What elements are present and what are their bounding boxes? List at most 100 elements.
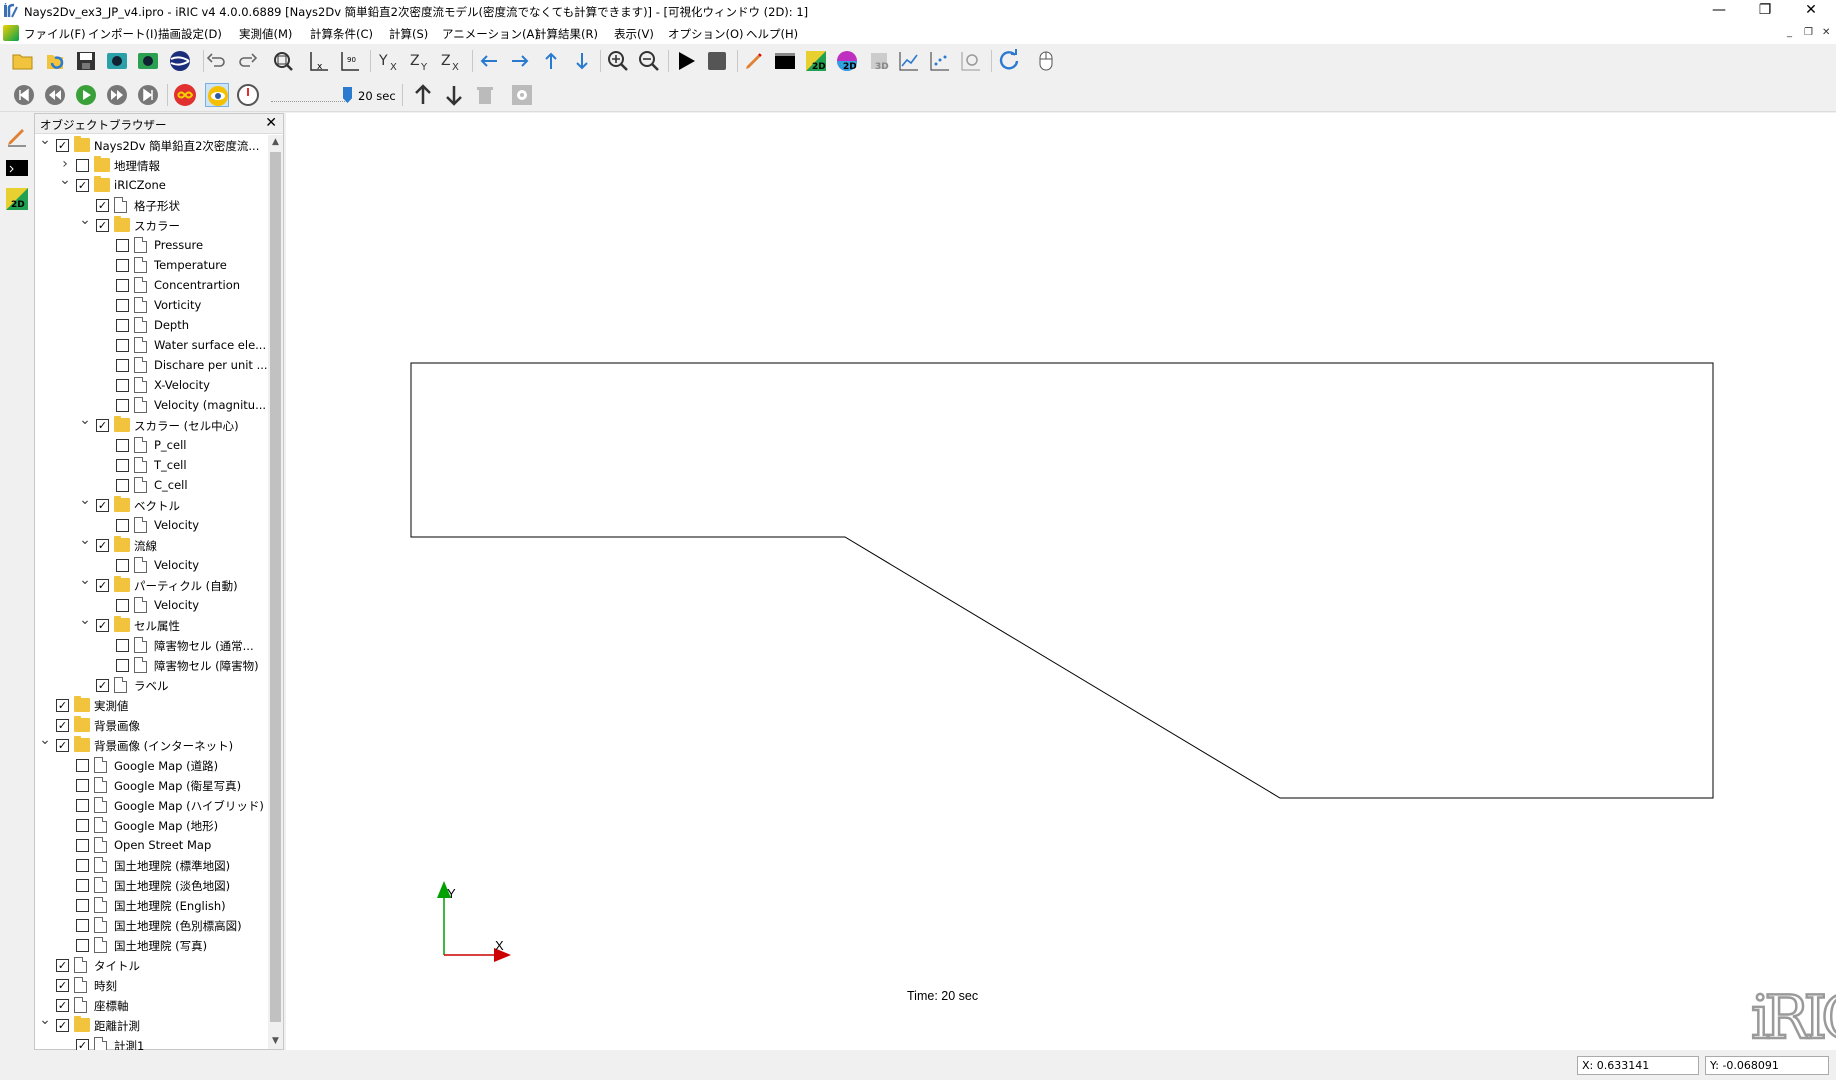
solver-console-window-icon[interactable]: [5, 156, 29, 180]
tree-checkbox[interactable]: [116, 599, 129, 612]
tree-checkbox[interactable]: ✓: [96, 539, 109, 552]
step-interval-icon[interactable]: [236, 83, 260, 107]
tree-item[interactable]: ⌄ ✓ 距離計測: [35, 1012, 267, 1035]
run-solver-icon[interactable]: [674, 49, 698, 73]
tree-checkbox[interactable]: [116, 259, 129, 272]
scroll-down-button[interactable]: ▼: [272, 1036, 279, 1046]
tree-item[interactable]: ⌄ ✓ セル属性: [35, 613, 267, 635]
open-folder-icon[interactable]: [11, 49, 35, 73]
tree-checkbox[interactable]: ✓: [96, 619, 109, 632]
follow-last-step-icon[interactable]: [205, 83, 229, 107]
scroll-up-button[interactable]: ▲: [272, 137, 279, 147]
tree-item[interactable]: Velocity: [35, 515, 267, 535]
next-step-icon[interactable]: [105, 83, 129, 107]
tree-item[interactable]: ⌄ ✓ パーティクル (自動): [35, 573, 267, 595]
mdi-minimize-button[interactable]: _: [1787, 27, 1792, 38]
tree-checkbox[interactable]: [116, 399, 129, 412]
tree-checkbox[interactable]: [76, 759, 89, 772]
menu-view[interactable]: 表示(V): [614, 27, 654, 41]
previous-step-icon[interactable]: [43, 83, 67, 107]
chevron-down-icon[interactable]: ⌄: [39, 1012, 51, 1028]
zoom-in-icon[interactable]: [606, 49, 630, 73]
play-icon[interactable]: [74, 83, 98, 107]
tree-checkbox[interactable]: [76, 919, 89, 932]
tree-checkbox[interactable]: ✓: [76, 1039, 89, 1050]
tree-item[interactable]: 国土地理院 (写真): [35, 935, 267, 955]
last-step-icon[interactable]: [136, 83, 160, 107]
refresh-icon[interactable]: [997, 49, 1021, 73]
tree-checkbox[interactable]: ✓: [96, 499, 109, 512]
tree-checkbox[interactable]: ✓: [96, 219, 109, 232]
tree-item[interactable]: C_cell: [35, 475, 267, 495]
tree-item[interactable]: Concentrartion: [35, 275, 267, 295]
first-step-icon[interactable]: [12, 83, 36, 107]
tree-checkbox[interactable]: [116, 319, 129, 332]
menu-calc-conditions[interactable]: 計算条件(C): [310, 27, 374, 41]
tree-item[interactable]: Google Map (道路): [35, 755, 267, 775]
tree-checkbox[interactable]: [76, 159, 89, 172]
tree-checkbox[interactable]: [116, 239, 129, 252]
tree-item[interactable]: ✓ 座標軸: [35, 995, 267, 1015]
tree-checkbox[interactable]: [76, 819, 89, 832]
tree-checkbox[interactable]: ✓: [56, 139, 69, 152]
tree-checkbox[interactable]: [76, 839, 89, 852]
tree-item[interactable]: ⌄ ✓ 背景画像 (インターネット): [35, 733, 267, 755]
move-up-icon[interactable]: [539, 49, 563, 73]
tree-item[interactable]: ✓ 計測1: [35, 1035, 267, 1050]
tree-checkbox[interactable]: [116, 479, 129, 492]
window-2d-icon[interactable]: [3, 25, 19, 41]
tree-item[interactable]: Google Map (地形): [35, 815, 267, 835]
continuous-snapshot-icon[interactable]: [136, 49, 160, 73]
new-2d-bird-eye-window-icon[interactable]: 2D: [835, 49, 859, 73]
menu-draw-settings[interactable]: 描画設定(D): [158, 27, 222, 41]
tree-checkbox[interactable]: ✓: [56, 739, 69, 752]
tree-checkbox[interactable]: [76, 799, 89, 812]
tree-checkbox[interactable]: [116, 659, 129, 672]
tree-checkbox[interactable]: ✓: [56, 1019, 69, 1032]
save-icon[interactable]: [74, 49, 98, 73]
time-step-slider[interactable]: [271, 87, 352, 105]
tree-item[interactable]: 国土地理院 (色別標高図): [35, 915, 267, 935]
tree-item[interactable]: ✓ 格子形状: [35, 195, 267, 215]
slider-thumb[interactable]: [343, 87, 352, 103]
visualization-2d-window-icon[interactable]: 2D: [5, 187, 29, 211]
tree-item[interactable]: Temperature: [35, 255, 267, 275]
chevron-down-icon[interactable]: ⌄: [39, 135, 51, 148]
solver-console-icon[interactable]: [773, 49, 797, 73]
menu-simulation[interactable]: 計算(S): [389, 27, 429, 41]
move-left-icon[interactable]: [477, 49, 501, 73]
move-item-up-icon[interactable]: [411, 83, 435, 107]
tree-checkbox[interactable]: [116, 639, 129, 652]
tree-item[interactable]: ⌄ ✓ スカラー (セル中心): [35, 413, 267, 435]
pre-processor-icon[interactable]: [742, 49, 766, 73]
tree-checkbox[interactable]: ✓: [56, 979, 69, 992]
restore-button[interactable]: ❐: [1758, 2, 1772, 18]
visualization-canvas[interactable]: Y X iRIC Time: 20 sec: [286, 113, 1836, 1050]
menu-measured-values[interactable]: 実測値(M): [239, 27, 293, 41]
tree-item[interactable]: X-Velocity: [35, 375, 267, 395]
tree-checkbox[interactable]: ✓: [56, 999, 69, 1012]
zoom-out-icon[interactable]: [637, 49, 661, 73]
new-2d-window-icon[interactable]: 2D: [804, 49, 828, 73]
tree-item[interactable]: ✓ ラベル: [35, 675, 267, 695]
tree-item[interactable]: ✓ 背景画像: [35, 715, 267, 735]
property-settings-icon[interactable]: [510, 83, 534, 107]
tree-checkbox[interactable]: [76, 859, 89, 872]
tree-item[interactable]: Velocity (magnitu...: [35, 395, 267, 415]
tree-checkbox[interactable]: [116, 439, 129, 452]
tree-item[interactable]: Water surface ele...: [35, 335, 267, 355]
mdi-restore-button[interactable]: ❐: [1804, 27, 1813, 38]
delete-item-icon[interactable]: [473, 83, 497, 107]
scattered-chart-icon[interactable]: [928, 49, 952, 73]
stop-solver-icon[interactable]: [705, 49, 729, 73]
object-tree-scrollbar[interactable]: ▲ ▼: [268, 135, 283, 1049]
tree-checkbox[interactable]: [116, 519, 129, 532]
menu-file[interactable]: ファイル(F): [24, 27, 86, 41]
menu-results[interactable]: 計算結果(R): [535, 27, 598, 41]
new-3d-window-icon[interactable]: 3D: [867, 49, 891, 73]
tree-item[interactable]: Open Street Map: [35, 835, 267, 855]
tree-checkbox[interactable]: [116, 379, 129, 392]
fit-view-icon[interactable]: [271, 49, 295, 73]
